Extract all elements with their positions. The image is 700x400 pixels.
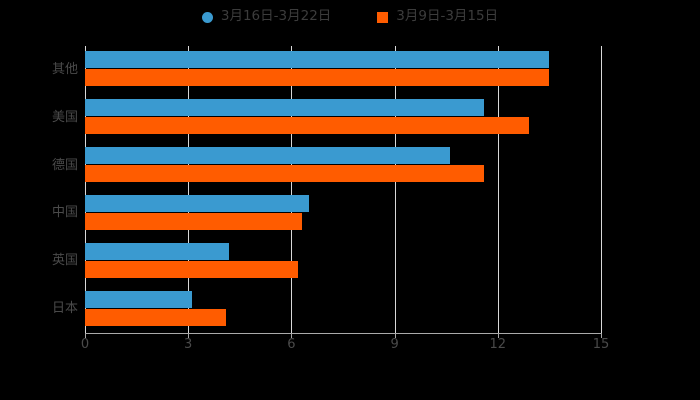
bar-美国-series-2[interactable] — [85, 117, 529, 135]
y-axis-label-德国: 德国 — [51, 157, 78, 173]
bar-德国-series-2[interactable] — [85, 165, 485, 183]
y-axis-label-中国: 中国 — [51, 205, 78, 221]
x-tick-6 — [291, 333, 293, 338]
x-tick-0 — [85, 333, 86, 338]
y-axis-label-日本: 日本 — [51, 301, 78, 317]
gridline-x-9 — [394, 46, 396, 333]
bar-日本-series-1[interactable] — [85, 290, 192, 308]
bar-其他-series-1[interactable] — [85, 51, 550, 69]
bar-德国-series-1[interactable] — [85, 147, 450, 165]
chart-legend: 3月16日-3月22日 3月9日-3月15日 — [0, 6, 700, 28]
gridline-x-3 — [188, 46, 190, 333]
bar-中国-series-1[interactable] — [85, 194, 309, 212]
legend-label-series-1: 3月16日-3月22日 — [220, 8, 332, 25]
x-axis-line — [85, 333, 602, 334]
gridline-x-15 — [601, 46, 602, 333]
legend-item-series-2[interactable]: 3月9日-3月15日 — [377, 10, 498, 24]
x-tick-9 — [394, 333, 396, 338]
gridline-x-12 — [497, 46, 499, 333]
x-tick-12 — [497, 333, 499, 338]
y-axis-line — [85, 46, 86, 333]
x-axis-label-12: 12 — [489, 337, 507, 352]
x-axis-labels: 0 3 6 9 12 15 — [81, 337, 609, 358]
bar-其他-series-2[interactable] — [85, 69, 550, 87]
x-axis-label-9: 9 — [390, 337, 399, 352]
bar-英国-series-2[interactable] — [85, 260, 299, 278]
legend-swatch-square-icon — [377, 11, 389, 23]
bar-中国-series-2[interactable] — [85, 212, 302, 230]
bar-日本-series-2[interactable] — [85, 308, 227, 326]
bar-美国-series-1[interactable] — [85, 99, 485, 117]
x-axis-label-15: 15 — [592, 337, 610, 352]
x-axis-label-0: 0 — [80, 337, 90, 352]
legend-label-series-2: 3月9日-3月15日 — [396, 8, 499, 25]
y-axis-labels: 其他美国德国中国英国日本 — [0, 46, 78, 333]
legend-swatch-circle-icon — [201, 11, 213, 23]
y-axis-label-美国: 美国 — [51, 109, 78, 125]
bar-英国-series-1[interactable] — [85, 242, 230, 260]
gridline-x-6 — [291, 46, 293, 333]
plot-area — [85, 46, 602, 338]
y-axis-label-其他: 其他 — [51, 61, 78, 77]
x-axis-label-3: 3 — [184, 337, 193, 352]
x-tick-15 — [601, 333, 602, 338]
x-tick-3 — [188, 333, 190, 338]
x-axis-label-6: 6 — [287, 337, 296, 352]
legend-item-series-1[interactable]: 3月16日-3月22日 — [201, 8, 332, 25]
y-axis-label-英国: 英国 — [51, 253, 78, 269]
